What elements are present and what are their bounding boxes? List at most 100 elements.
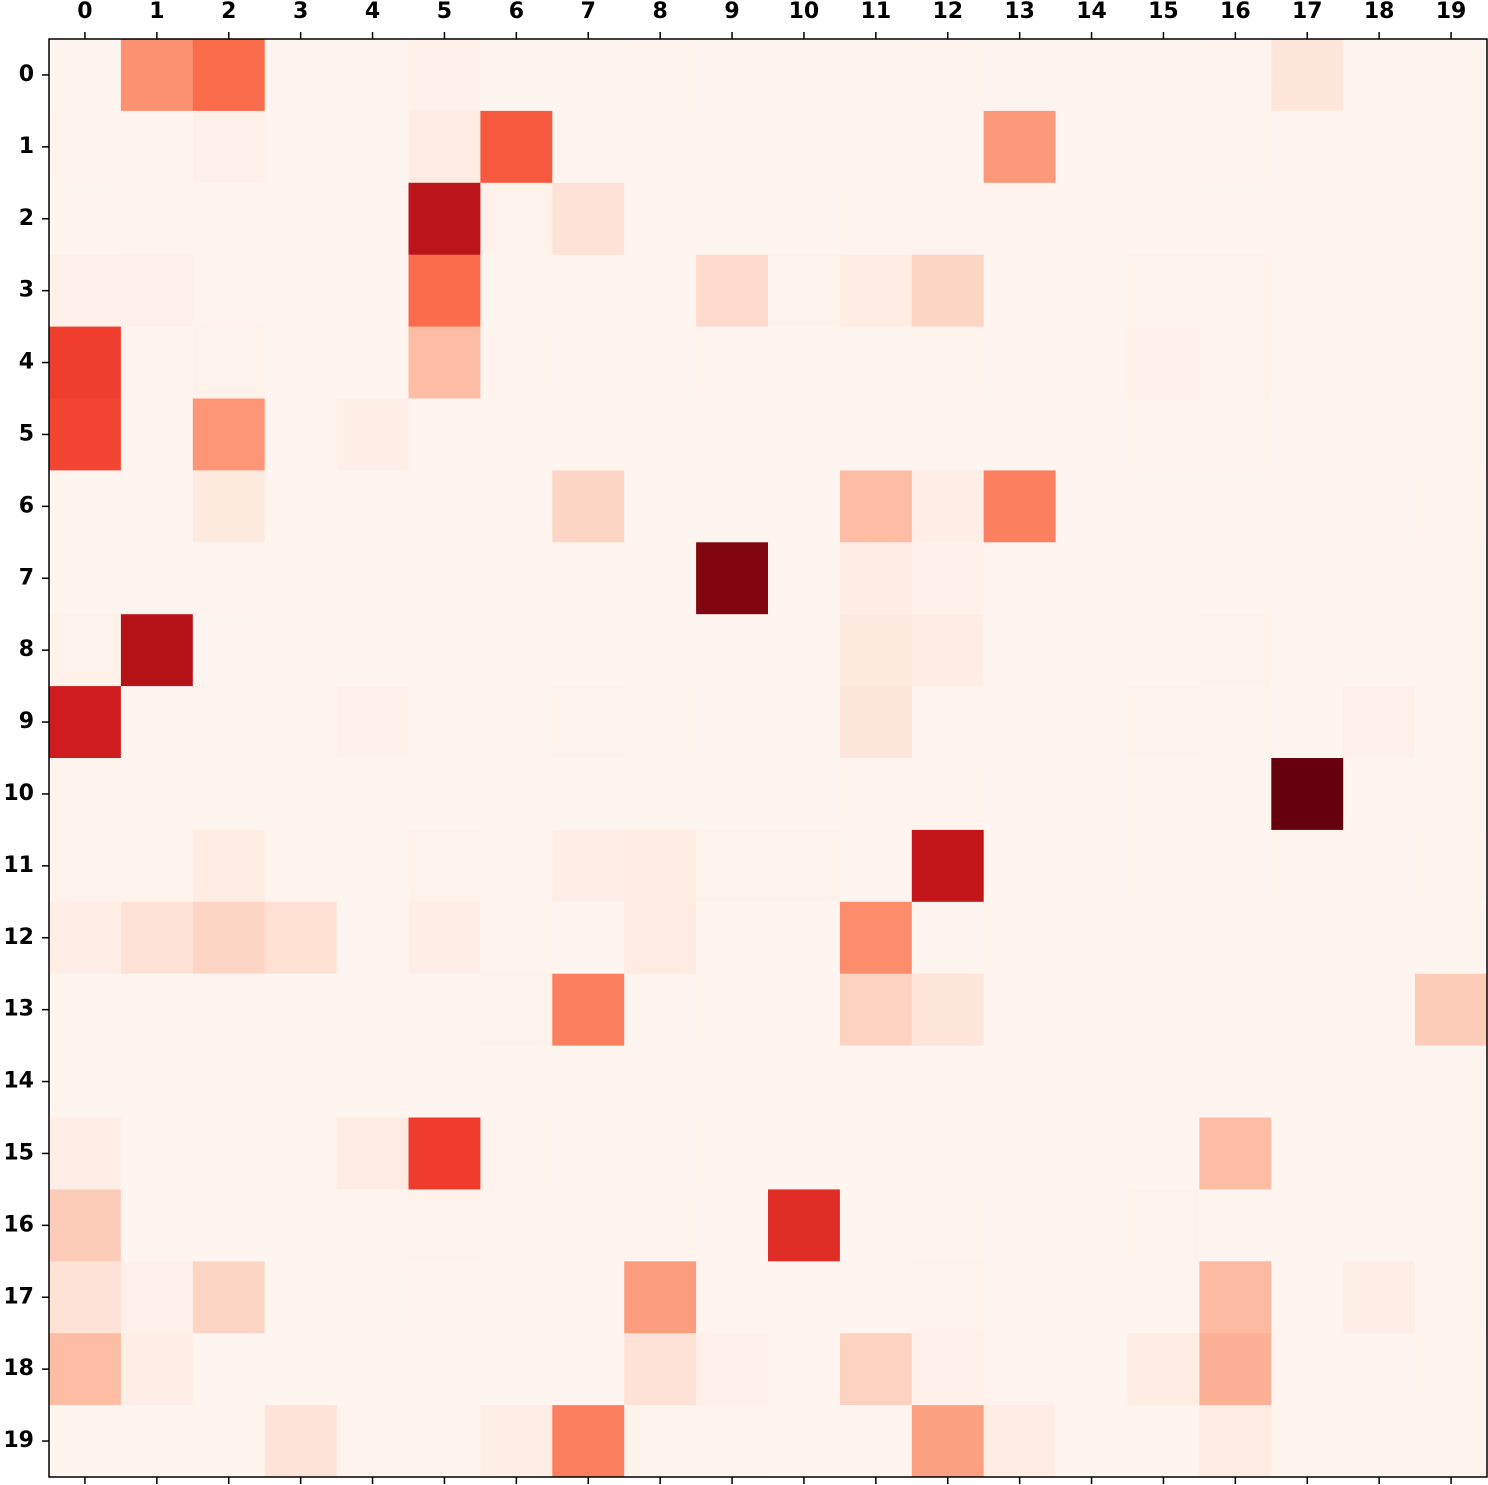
x-tick-label: 13 bbox=[1004, 0, 1035, 24]
cell bbox=[624, 829, 697, 903]
cell bbox=[408, 254, 481, 328]
cell bbox=[839, 326, 913, 399]
cell bbox=[1127, 758, 1200, 831]
cell bbox=[49, 1333, 122, 1406]
cell bbox=[768, 1117, 841, 1190]
cell bbox=[768, 398, 841, 471]
cell bbox=[983, 39, 1057, 112]
cell bbox=[911, 686, 985, 759]
cell bbox=[336, 39, 409, 112]
cell bbox=[552, 614, 625, 687]
cell bbox=[983, 614, 1057, 687]
y-tick-label: 4 bbox=[19, 350, 34, 375]
cell bbox=[1343, 1189, 1416, 1262]
cell bbox=[624, 901, 697, 975]
cell bbox=[408, 1117, 481, 1190]
cell bbox=[624, 1333, 697, 1406]
cell bbox=[480, 542, 553, 615]
cell bbox=[49, 39, 122, 112]
cell bbox=[1271, 1117, 1344, 1190]
cell bbox=[1199, 1117, 1272, 1190]
cell bbox=[1055, 182, 1128, 256]
cell bbox=[768, 1333, 841, 1406]
cell bbox=[1415, 973, 1488, 1047]
cell bbox=[1127, 1333, 1200, 1406]
y-tick-label: 16 bbox=[3, 1212, 34, 1237]
x-tick-label: 2 bbox=[221, 0, 236, 24]
cell bbox=[264, 182, 338, 256]
cell bbox=[408, 326, 481, 399]
cell bbox=[336, 614, 409, 687]
cell bbox=[1127, 39, 1200, 112]
cell bbox=[983, 686, 1057, 759]
cell bbox=[839, 1117, 913, 1190]
cell bbox=[839, 1045, 913, 1118]
cell bbox=[1199, 326, 1272, 399]
cell bbox=[768, 1261, 841, 1334]
cell bbox=[624, 39, 697, 112]
cell bbox=[1199, 1405, 1272, 1478]
cell bbox=[839, 1189, 913, 1262]
cell bbox=[1127, 614, 1200, 687]
cell bbox=[983, 398, 1057, 471]
cell bbox=[552, 1333, 625, 1406]
cell bbox=[911, 254, 985, 328]
cell bbox=[911, 1333, 985, 1406]
cell bbox=[552, 1261, 625, 1334]
cell bbox=[336, 973, 409, 1047]
cell bbox=[768, 110, 841, 184]
x-tick-label: 5 bbox=[437, 0, 452, 24]
cell bbox=[1199, 686, 1272, 759]
cell bbox=[1055, 1117, 1128, 1190]
cell bbox=[1199, 542, 1272, 615]
cell bbox=[552, 829, 625, 903]
cell bbox=[49, 901, 122, 975]
cell bbox=[911, 182, 985, 256]
cell bbox=[1199, 1189, 1272, 1262]
cell bbox=[911, 110, 985, 184]
cell bbox=[624, 182, 697, 256]
cell bbox=[983, 901, 1057, 975]
cell bbox=[1343, 973, 1416, 1047]
cell bbox=[120, 1333, 194, 1406]
cell bbox=[336, 1117, 409, 1190]
cell bbox=[120, 1045, 194, 1118]
cell bbox=[1055, 470, 1128, 543]
cell bbox=[1271, 182, 1344, 256]
cell bbox=[1343, 182, 1416, 256]
cell bbox=[1199, 470, 1272, 543]
cell bbox=[192, 326, 266, 399]
cell bbox=[624, 614, 697, 687]
cell bbox=[1199, 39, 1272, 112]
cell bbox=[408, 1261, 481, 1334]
cell bbox=[120, 829, 194, 903]
cell bbox=[1271, 1261, 1344, 1334]
cell bbox=[768, 1405, 841, 1478]
cell bbox=[1055, 254, 1128, 328]
cell bbox=[480, 398, 553, 471]
cell bbox=[1127, 542, 1200, 615]
cell bbox=[480, 39, 553, 112]
cell bbox=[408, 1333, 481, 1406]
x-tick-label: 16 bbox=[1220, 0, 1251, 24]
cell bbox=[911, 326, 985, 399]
cell bbox=[696, 829, 769, 903]
x-tick-label: 1 bbox=[149, 0, 164, 24]
y-tick-label: 19 bbox=[3, 1428, 34, 1453]
cell bbox=[1127, 1045, 1200, 1118]
cell bbox=[911, 973, 985, 1047]
cell bbox=[696, 398, 769, 471]
cell bbox=[408, 39, 481, 112]
cell bbox=[120, 1117, 194, 1190]
cell bbox=[1199, 973, 1272, 1047]
y-tick-label: 17 bbox=[3, 1284, 34, 1309]
cell bbox=[983, 1333, 1057, 1406]
cell bbox=[49, 110, 122, 184]
cell bbox=[911, 542, 985, 615]
cell bbox=[1343, 254, 1416, 328]
cell bbox=[768, 686, 841, 759]
cell bbox=[1343, 110, 1416, 184]
cell bbox=[911, 614, 985, 687]
cell bbox=[480, 1045, 553, 1118]
cell bbox=[49, 470, 122, 543]
